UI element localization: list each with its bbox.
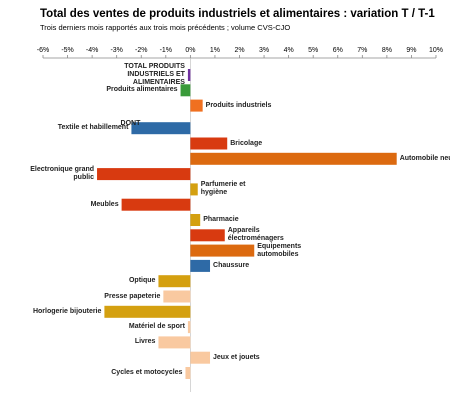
x-tick-label: -6% (37, 47, 49, 54)
bar (158, 336, 191, 349)
x-tick-label: 10% (429, 47, 443, 54)
category-label: Presse papeterie (104, 292, 161, 300)
category-label: Produits alimentaires (106, 86, 178, 94)
x-tick-label: 4% (284, 47, 294, 54)
bar (163, 290, 191, 303)
bar (187, 69, 191, 81)
bar (190, 244, 255, 257)
bar (190, 99, 203, 112)
x-tick-label: 1% (210, 47, 220, 54)
bar (104, 305, 191, 318)
bar (180, 84, 191, 97)
category-label: TOTAL PRODUITS INDUSTRIELS ET ALIMENTAIR… (124, 63, 185, 86)
bar (158, 275, 191, 288)
x-tick-label: 7% (357, 47, 367, 54)
chart-title: Total des ventes de produits industriels… (40, 8, 435, 20)
category-label: Parfumerie et hygiène (200, 181, 246, 197)
x-tick-label: 5% (308, 47, 318, 54)
bar (185, 367, 191, 379)
x-tick-label: -2% (135, 47, 147, 54)
category-label: Produits industriels (205, 101, 272, 109)
bar (121, 198, 191, 211)
bar (190, 152, 397, 165)
category-label: Chaussure (213, 261, 250, 269)
category-label: DONT (120, 119, 141, 127)
category-label: Bricolage (230, 139, 263, 147)
category-label: Textile et habillement (57, 124, 129, 132)
x-tick-label: 8% (382, 47, 392, 54)
category-label: Livres (134, 338, 156, 346)
category-label: Appareils électroménagers (227, 227, 284, 243)
bar (190, 137, 228, 150)
chart-subtitle: Trois derniers mois rapportés aux trois … (40, 23, 290, 32)
x-tick-label: 0% (185, 47, 195, 54)
category-label: Horlogerie bijouterie (32, 307, 102, 315)
category-label: Matériel de sport (128, 323, 185, 331)
bar (97, 168, 191, 181)
bar (190, 259, 211, 272)
bar (187, 321, 191, 334)
x-tick-label: 6% (333, 47, 343, 54)
bar (190, 183, 198, 196)
bar (190, 229, 225, 242)
x-tick-label: 2% (234, 47, 244, 54)
category-label: Automobile neuve (399, 154, 450, 162)
bar (190, 351, 211, 364)
x-tick-label: -4% (86, 47, 98, 54)
category-label: Cycles et motocycles (111, 369, 183, 376)
category-label: Optique (128, 277, 156, 285)
category-label: Pharmacie (203, 216, 239, 223)
bar (131, 122, 191, 135)
bar (190, 214, 201, 226)
x-tick-label: -3% (110, 47, 122, 54)
x-tick-label: -5% (61, 47, 73, 54)
x-tick-label: 3% (259, 47, 269, 54)
category-label: Meubles (90, 200, 119, 208)
category-label: Electronique grand public (30, 166, 95, 182)
category-label: Equipements automobiles (257, 242, 302, 258)
category-label: Jeux et jouets (213, 353, 260, 361)
x-tick-label: -1% (160, 47, 172, 54)
x-tick-label: 9% (406, 47, 416, 54)
